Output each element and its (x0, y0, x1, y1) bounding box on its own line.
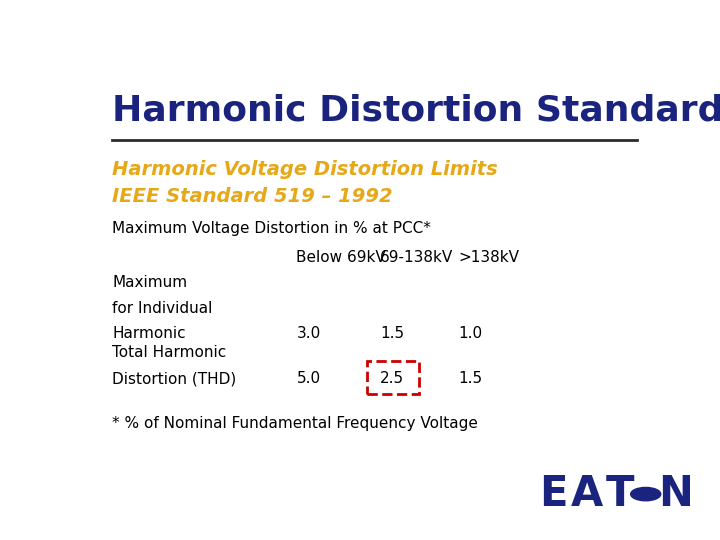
Text: 3.0: 3.0 (297, 326, 320, 341)
Text: 1.0: 1.0 (459, 326, 482, 341)
Text: >138kV: >138kV (459, 250, 519, 265)
Text: Harmonic Distortion Standards: Harmonic Distortion Standards (112, 94, 720, 128)
Text: A: A (571, 473, 603, 515)
Text: for Individual: for Individual (112, 301, 212, 315)
Text: IEEE Standard 519 – 1992: IEEE Standard 519 – 1992 (112, 187, 393, 206)
Text: T: T (606, 473, 634, 515)
Text: Total Harmonic: Total Harmonic (112, 346, 227, 361)
Text: Harmonic: Harmonic (112, 326, 186, 341)
Text: Below 69kV: Below 69kV (297, 250, 386, 265)
Text: 5.0: 5.0 (297, 371, 320, 386)
Circle shape (631, 488, 661, 501)
Text: Distortion (THD): Distortion (THD) (112, 371, 237, 386)
Text: Harmonic Voltage Distortion Limits: Harmonic Voltage Distortion Limits (112, 160, 498, 179)
Text: 1.5: 1.5 (459, 371, 482, 386)
Text: N: N (658, 473, 693, 515)
Text: 69-138kV: 69-138kV (380, 250, 454, 265)
Text: E: E (539, 473, 568, 515)
Text: Maximum Voltage Distortion in % at PCC*: Maximum Voltage Distortion in % at PCC* (112, 221, 431, 236)
Text: 2.5: 2.5 (380, 371, 405, 386)
Text: 1.5: 1.5 (380, 326, 405, 341)
Text: * % of Nominal Fundamental Frequency Voltage: * % of Nominal Fundamental Frequency Vol… (112, 416, 478, 431)
Text: Maximum: Maximum (112, 275, 187, 290)
